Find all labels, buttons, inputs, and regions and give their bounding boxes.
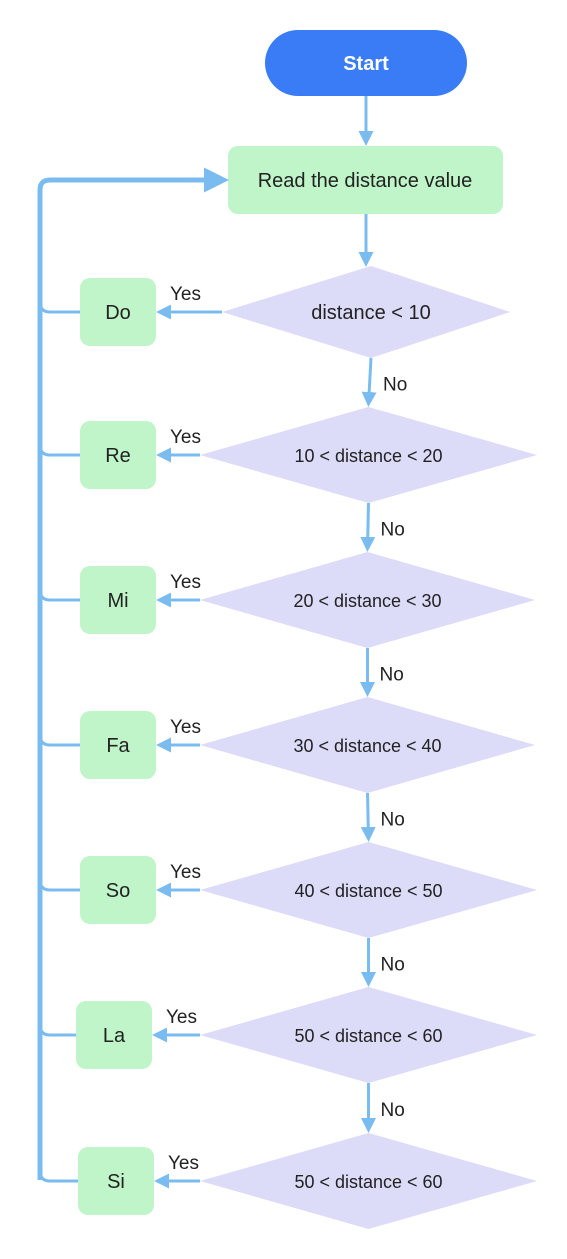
- no-label: No: [381, 810, 405, 831]
- note-box: [76, 1001, 152, 1069]
- note-label: Fa: [106, 735, 130, 757]
- decision-row-6: 50 < distance < 60 La Yes No: [38, 987, 537, 1133]
- no-arrow: [361, 357, 377, 407]
- decision-condition: 40 < distance < 50: [294, 881, 442, 901]
- decision-condition: distance < 10: [311, 302, 431, 324]
- note-label: La: [103, 1025, 126, 1047]
- return-connector: [38, 879, 80, 892]
- yes-label: Yes: [170, 862, 201, 883]
- decision-row-2: 10 < distance < 20 Re Yes No: [38, 407, 537, 552]
- no-label: No: [381, 1100, 405, 1121]
- note-box: [80, 278, 156, 346]
- no-label: No: [380, 665, 404, 686]
- no-label: No: [383, 375, 407, 396]
- decision-diamond: [200, 697, 535, 793]
- return-connector: [38, 444, 80, 457]
- decision-rows: distance < 10 Do Yes No 10 < distance < 20 Re…: [38, 266, 537, 1229]
- note-box: [80, 566, 156, 634]
- decision-condition: 50 < distance < 60: [294, 1026, 442, 1046]
- note-box: [78, 1147, 154, 1215]
- decision-row-5: 40 < distance < 50 So Yes No: [38, 842, 537, 987]
- decision-condition: 50 < distance < 60: [294, 1172, 442, 1192]
- no-label: No: [381, 955, 405, 976]
- loop-back-line: [37, 167, 229, 1180]
- yes-label: Yes: [168, 1153, 199, 1174]
- yes-label: Yes: [170, 572, 201, 593]
- start-node: Start: [265, 30, 467, 96]
- note-label: Si: [107, 1171, 125, 1193]
- decision-diamond: [222, 266, 510, 358]
- decision-condition: 10 < distance < 20: [294, 446, 442, 466]
- note-label: Do: [105, 302, 131, 324]
- yes-label: Yes: [170, 427, 201, 448]
- note-label: So: [106, 880, 130, 902]
- return-connector: [38, 1024, 76, 1037]
- yes-label: Yes: [170, 717, 201, 738]
- no-label: No: [381, 520, 405, 541]
- read-shape: [228, 146, 503, 214]
- note-label: Mi: [107, 590, 128, 612]
- decision-row-1: distance < 10 Do Yes No: [38, 266, 510, 407]
- decision-condition: 30 < distance < 40: [293, 736, 441, 756]
- decision-condition: 20 < distance < 30: [293, 591, 441, 611]
- note-box: [80, 856, 156, 924]
- note-label: Re: [105, 445, 131, 467]
- return-connector: [38, 301, 80, 314]
- note-box: [80, 421, 156, 489]
- note-box: [80, 711, 156, 779]
- decision-diamond: [200, 1133, 537, 1229]
- decision-diamond: [200, 842, 537, 938]
- read-label: Read the distance value: [258, 170, 473, 192]
- decision-diamond: [200, 987, 537, 1083]
- decision-row-7: 50 < distance < 60 Si Yes: [38, 1133, 537, 1229]
- no-arrow: [360, 792, 376, 842]
- decision-row-3: 20 < distance < 30 Mi Yes No: [38, 552, 535, 697]
- return-connector: [38, 589, 80, 602]
- read-node: Read the distance value: [228, 146, 503, 214]
- start-label: Start: [343, 53, 389, 75]
- decision-diamond: [200, 552, 535, 648]
- yes-label: Yes: [170, 284, 201, 305]
- no-arrow: [360, 502, 376, 552]
- decision-diamond: [200, 407, 537, 503]
- start-shape: [265, 30, 467, 96]
- return-connector: [38, 1170, 78, 1183]
- decision-row-4: 30 < distance < 40 Fa Yes No: [38, 697, 535, 842]
- yes-label: Yes: [166, 1007, 197, 1028]
- return-connector: [38, 734, 80, 747]
